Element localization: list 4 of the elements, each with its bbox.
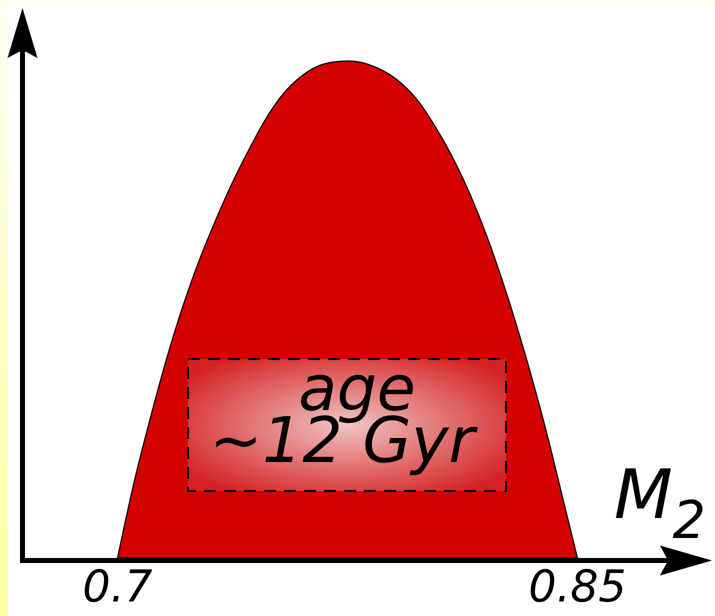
x-tick-label: 0.85 [528,562,626,612]
x-tick-label: 0.7 [82,562,153,612]
x-axis-title: M$_{2}$ [614,456,706,551]
annotation: age ~12 Gyr [210,352,479,477]
